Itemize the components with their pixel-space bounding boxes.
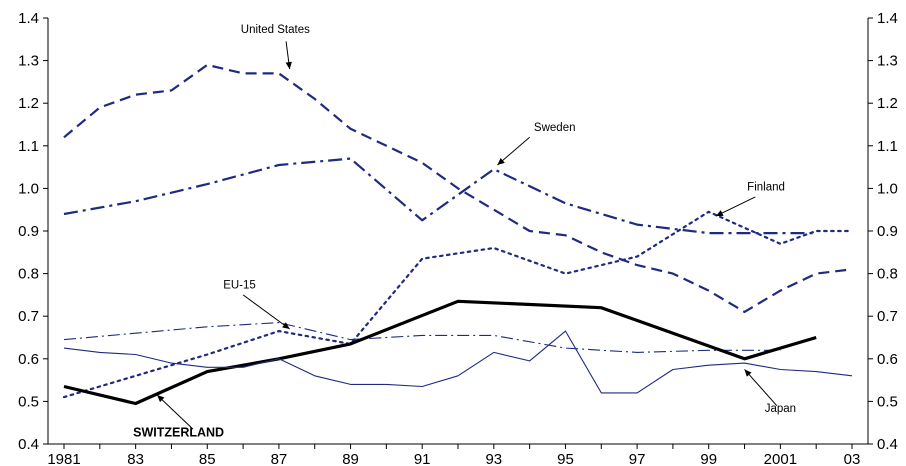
annotation-leader (156, 394, 194, 430)
series-line-switzerland (63, 299, 817, 406)
x-tick-label: 99 (700, 451, 717, 466)
y-tick-label-left: 1.4 (18, 10, 39, 27)
annotation-arrowhead (497, 157, 505, 165)
x-tick-label: 97 (629, 451, 646, 466)
y-tick-label-left: 0.4 (18, 436, 39, 453)
annotation-label: United States (241, 24, 310, 36)
y-tick-label-right: 1.3 (877, 53, 898, 70)
annotation-leader (242, 294, 290, 330)
y-tick-label-right: 0.7 (877, 308, 898, 325)
y-tick-label-right: 0.5 (877, 393, 898, 410)
annotation-arrowhead (157, 395, 165, 403)
axes: 0.4 0.4 0.5 0.5 0.6 0.6 0.7 0.7 0.8 0.8 0.9 0.9 1.0 1… (18, 10, 898, 466)
series-line-finland (62, 210, 854, 399)
y-tick-label-right: 0.9 (877, 223, 898, 240)
annotation-leader (497, 136, 530, 166)
y-tick-label-left: 0.6 (18, 351, 39, 368)
x-tick-label: 95 (557, 451, 574, 466)
y-tick-label-right: 1.1 (877, 138, 898, 155)
y-tick-label-left: 0.8 (18, 266, 39, 283)
annotation-label: SWITZERLAND (133, 425, 224, 439)
series-line-eu-15 (63, 322, 781, 353)
annotation-arrowhead (285, 61, 292, 70)
y-tick-label-left: 1.0 (18, 180, 39, 197)
y-tick-label-left: 1.1 (18, 138, 39, 155)
x-tick-label: 2001 (764, 451, 797, 466)
y-tick-label-right: 1.2 (877, 95, 898, 112)
y-tick-label-right: 0.8 (877, 266, 898, 283)
x-tick-label: 03 (844, 451, 861, 466)
x-tick-label: 1981 (47, 451, 80, 466)
annotation-arrowhead (744, 369, 752, 377)
y-tick-label-left: 1.3 (18, 53, 39, 70)
series-group (62, 63, 854, 406)
x-tick-label: 83 (127, 451, 144, 466)
annotation-leader (744, 369, 778, 406)
annotation-label: Sweden (534, 122, 576, 134)
y-tick-label-right: 0.4 (877, 436, 898, 453)
x-tick-label: 93 (485, 451, 502, 466)
y-tick-label-left: 0.9 (18, 223, 39, 240)
y-tick-label-left: 0.7 (18, 308, 39, 325)
y-tick-label-right: 1.0 (877, 180, 898, 197)
series-line-japan (63, 330, 853, 394)
annotation-label: EU-15 (223, 280, 256, 292)
annotation-arrowhead (715, 210, 724, 217)
series-line-sweden (63, 157, 817, 235)
series-line-united-states (63, 63, 853, 313)
x-tick-label: 89 (342, 451, 359, 466)
annotation-leader (715, 196, 756, 217)
annotation-arrowhead (282, 322, 290, 329)
y-tick-label-right: 1.4 (877, 10, 898, 27)
annotation-label: Japan (765, 403, 796, 415)
x-tick-label: 91 (414, 451, 431, 466)
x-tick-label: 85 (199, 451, 216, 466)
annotation-label: Finland (747, 182, 785, 194)
y-tick-label-right: 0.6 (877, 351, 898, 368)
x-tick-label: 87 (271, 451, 288, 466)
y-tick-label-left: 1.2 (18, 95, 39, 112)
y-tick-label-left: 0.5 (18, 393, 39, 410)
annotations-group: United States Sweden Finland EU-15 SWITZERLA… (133, 24, 796, 439)
